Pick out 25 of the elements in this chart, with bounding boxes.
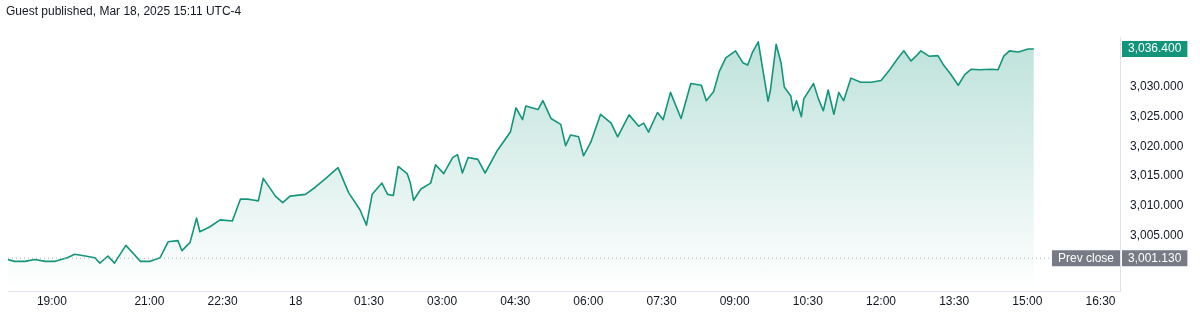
x-tick-label: 16:30 — [1085, 294, 1116, 309]
chart-title: Guest published, Mar 18, 2025 15:11 UTC-4 — [6, 4, 242, 18]
x-tick-label: 13:30 — [939, 294, 970, 309]
x-tick-label: 09:00 — [719, 294, 751, 309]
ref-line-label: Prev close — [1057, 250, 1115, 265]
x-tick-label: 18 — [289, 294, 303, 309]
y-tick-label: 3,030.000 — [1130, 79, 1184, 94]
x-tick-label: 04:30 — [500, 294, 531, 309]
x-tick-label: 10:30 — [792, 294, 824, 309]
x-tick-label: 03:00 — [427, 294, 458, 309]
x-tick-label: 12:00 — [866, 294, 897, 309]
text: 3,001.130 — [1128, 250, 1182, 265]
x-tick-label: 15:00 — [1012, 294, 1043, 309]
x-tick-label: 21:00 — [134, 294, 165, 309]
x-tick-label: 22:30 — [207, 294, 238, 309]
x-tick-label: 01:30 — [353, 294, 385, 309]
x-tick-label: 19:00 — [36, 294, 68, 309]
y-tick-label: 3,005.000 — [1130, 227, 1184, 242]
y-tick-label: 3,015.000 — [1130, 168, 1184, 183]
y-tick-label: 3,020.000 — [1130, 138, 1184, 153]
x-tick-label: 06:00 — [573, 294, 604, 309]
y-tick-label: 3,025.000 — [1130, 108, 1184, 123]
text: 3,036.400 — [1128, 41, 1182, 56]
y-tick-label: 3,010.000 — [1130, 197, 1184, 212]
x-tick-label: 07:30 — [646, 294, 677, 309]
